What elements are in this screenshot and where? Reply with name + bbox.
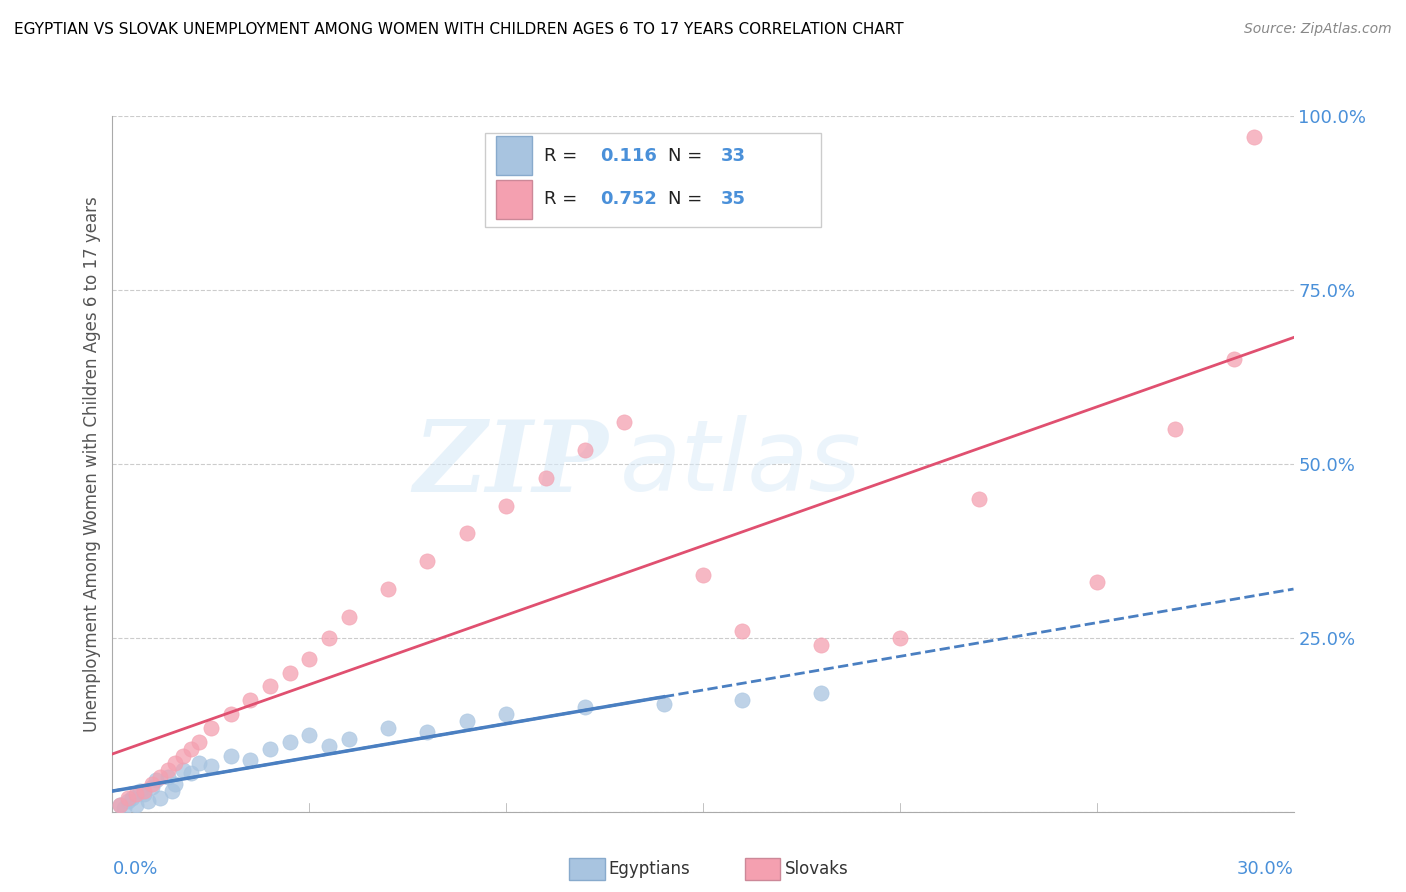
Point <box>200 721 222 735</box>
Point <box>125 797 148 812</box>
Point <box>810 638 832 652</box>
Bar <box>496 180 531 219</box>
Point <box>652 697 675 711</box>
Point <box>141 777 163 791</box>
Text: Slovaks: Slovaks <box>785 860 848 878</box>
Point <box>810 686 832 700</box>
Point <box>534 471 557 485</box>
Point <box>337 731 360 746</box>
Point <box>165 777 187 791</box>
Point <box>219 707 242 722</box>
Point <box>136 794 159 808</box>
Point <box>1164 422 1187 436</box>
Text: 33: 33 <box>721 146 745 165</box>
Point <box>132 788 155 801</box>
Point <box>239 753 262 767</box>
Point <box>574 442 596 457</box>
Point <box>416 724 439 739</box>
Text: atlas: atlas <box>620 416 862 512</box>
Point <box>188 756 211 770</box>
Point <box>1243 129 1265 144</box>
Point <box>188 735 211 749</box>
Point <box>574 700 596 714</box>
Text: Source: ZipAtlas.com: Source: ZipAtlas.com <box>1244 22 1392 37</box>
Point <box>1223 352 1246 367</box>
Text: ZIP: ZIP <box>413 416 609 512</box>
Point <box>145 773 167 788</box>
Text: R =: R = <box>544 191 582 209</box>
Point <box>172 749 194 764</box>
Point <box>377 721 399 735</box>
Point <box>180 766 202 780</box>
Point <box>456 714 478 729</box>
Point <box>141 780 163 795</box>
Point <box>149 770 172 784</box>
Point <box>456 526 478 541</box>
Point <box>200 759 222 773</box>
Point <box>259 680 281 694</box>
Point <box>416 554 439 568</box>
Point <box>149 790 172 805</box>
Text: 35: 35 <box>721 191 745 209</box>
Point <box>110 797 132 812</box>
Point <box>180 742 202 756</box>
Text: EGYPTIAN VS SLOVAK UNEMPLOYMENT AMONG WOMEN WITH CHILDREN AGES 6 TO 17 YEARS COR: EGYPTIAN VS SLOVAK UNEMPLOYMENT AMONG WO… <box>14 22 904 37</box>
Point <box>132 784 155 798</box>
Point <box>613 415 636 429</box>
Point <box>219 749 242 764</box>
Point <box>117 790 139 805</box>
Point <box>110 797 132 812</box>
Point <box>318 739 340 753</box>
Point <box>1085 575 1108 590</box>
Point <box>156 763 179 777</box>
Text: 0.752: 0.752 <box>600 191 657 209</box>
Point <box>278 665 301 680</box>
Point <box>318 631 340 645</box>
Point <box>160 784 183 798</box>
Point <box>298 651 321 665</box>
Point <box>165 756 187 770</box>
Point <box>112 801 135 815</box>
Text: 0.116: 0.116 <box>600 146 657 165</box>
Text: R =: R = <box>544 146 582 165</box>
Bar <box>496 136 531 175</box>
Point <box>495 499 517 513</box>
Point <box>117 794 139 808</box>
Point <box>172 763 194 777</box>
Y-axis label: Unemployment Among Women with Children Ages 6 to 17 years: Unemployment Among Women with Children A… <box>83 196 101 731</box>
Point <box>259 742 281 756</box>
Point <box>156 770 179 784</box>
Point <box>239 693 262 707</box>
Text: N =: N = <box>668 146 707 165</box>
Point <box>121 790 143 805</box>
Point <box>731 624 754 638</box>
Point <box>125 788 148 801</box>
Point <box>967 491 990 506</box>
Point <box>495 707 517 722</box>
Point <box>337 610 360 624</box>
Text: 30.0%: 30.0% <box>1237 861 1294 879</box>
Point <box>889 631 911 645</box>
Point <box>377 582 399 596</box>
Text: Egyptians: Egyptians <box>609 860 690 878</box>
Text: 0.0%: 0.0% <box>112 861 157 879</box>
Point <box>278 735 301 749</box>
FancyBboxPatch shape <box>485 134 821 227</box>
Point <box>731 693 754 707</box>
Point <box>129 784 152 798</box>
Point <box>298 728 321 742</box>
Text: N =: N = <box>668 191 707 209</box>
Point <box>692 568 714 582</box>
